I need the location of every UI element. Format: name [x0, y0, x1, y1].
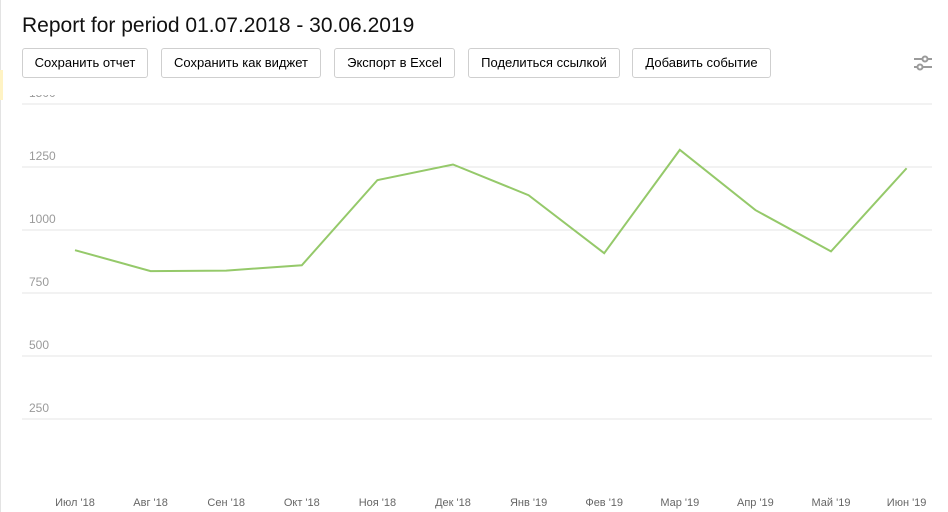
y-tick-label: 250: [29, 401, 49, 415]
page-left-border: [0, 0, 7, 512]
save-report-button[interactable]: Сохранить отчет: [22, 48, 148, 78]
x-tick-label: Июн '19: [887, 497, 927, 509]
x-tick-label: Апр '19: [737, 497, 774, 509]
x-tick-label: Окт '18: [284, 497, 320, 509]
x-tick-label: Фев '19: [585, 497, 623, 509]
y-tick-label: 500: [29, 338, 49, 352]
x-tick-label: Сен '18: [207, 497, 245, 509]
x-tick-label: Янв '19: [510, 497, 547, 509]
series-line: [74, 148, 908, 273]
y-tick-label: 1250: [29, 149, 56, 163]
sliders-icon[interactable]: [912, 54, 934, 72]
report-title: Report for period 01.07.2018 - 30.06.201…: [22, 14, 415, 37]
export-excel-button[interactable]: Экспорт в Excel: [334, 48, 455, 78]
add-event-button[interactable]: Добавить событие: [632, 48, 771, 78]
share-link-button[interactable]: Поделиться ссылкой: [468, 48, 620, 78]
y-tick-label: 750: [29, 275, 49, 289]
x-tick-label: Июл '18: [55, 497, 95, 509]
save-as-widget-button[interactable]: Сохранить как виджет: [161, 48, 321, 78]
x-tick-label: Авг '18: [133, 497, 168, 509]
line-chart: 250 500 750 1000 1250 1500 Июл '18 Авг '18 Сен '…: [22, 95, 932, 509]
x-tick-label: Май '19: [812, 497, 851, 509]
x-tick-label: Мар '19: [660, 497, 699, 509]
y-tick-label: 1000: [29, 212, 56, 226]
left-accent-marker: [0, 70, 3, 100]
x-tick-label: Ноя '18: [359, 497, 396, 509]
y-tick-label: 1500: [29, 95, 56, 100]
x-tick-label: Дек '18: [435, 497, 471, 509]
